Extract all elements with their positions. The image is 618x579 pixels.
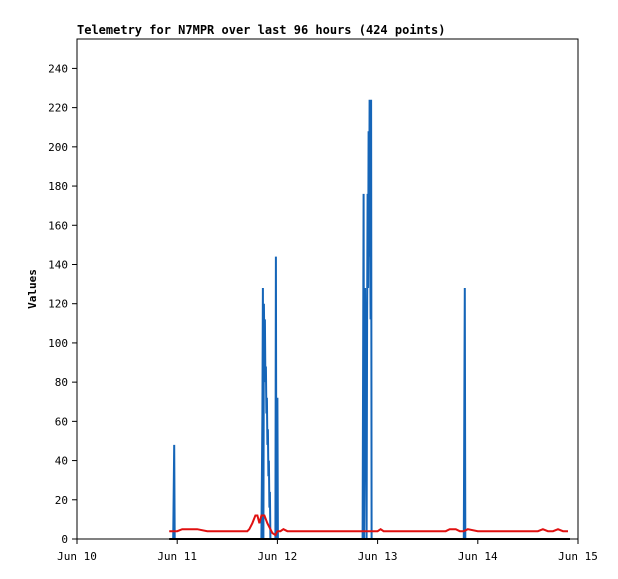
series-line-0 — [172, 99, 467, 540]
y-tick-label: 140 — [48, 258, 68, 271]
y-tick-label: 60 — [55, 415, 68, 428]
series-line-1 — [169, 514, 568, 537]
y-tick-label: 240 — [48, 62, 68, 75]
x-tick-label: Jun 10 — [57, 550, 97, 563]
y-tick-label: 100 — [48, 337, 68, 350]
y-axis-label: Values — [26, 269, 39, 309]
x-tick-label: Jun 12 — [258, 550, 298, 563]
y-tick-label: 160 — [48, 219, 68, 232]
x-tick-label: Jun 11 — [157, 550, 197, 563]
y-tick-label: 20 — [55, 494, 68, 507]
y-tick-label: 0 — [61, 533, 68, 546]
plot-area — [76, 38, 579, 540]
y-tick-label: 180 — [48, 180, 68, 193]
y-tick-label: 200 — [48, 141, 68, 154]
y-axis: 0 20 40 60 80 100 120 140 160 180 200 220 240 — [48, 62, 77, 546]
y-tick-label: 220 — [48, 102, 68, 115]
y-tick-label: 80 — [55, 376, 68, 389]
x-tick-label: Jun 15 — [558, 550, 598, 563]
x-axis: Jun 10 Jun 11 Jun 12 Jun 13 Jun 14 Jun 15 — [57, 539, 598, 563]
x-tick-label: Jun 13 — [358, 550, 398, 563]
y-tick-label: 120 — [48, 298, 68, 311]
y-tick-label: 40 — [55, 455, 68, 468]
chart-title: Telemetry for N7MPR over last 96 hours (… — [77, 23, 445, 37]
x-tick-label: Jun 14 — [458, 550, 498, 563]
series-layer — [169, 99, 570, 540]
